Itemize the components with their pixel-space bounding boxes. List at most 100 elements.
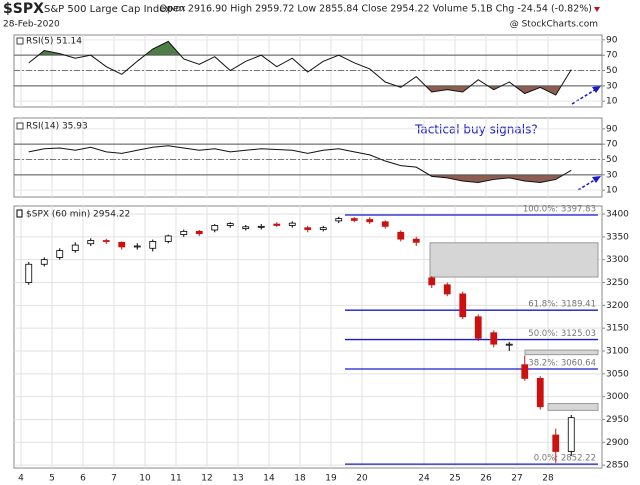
candle-body (350, 218, 358, 221)
candle-body (443, 284, 451, 295)
x-tick-label: 6 (80, 474, 86, 484)
candle-body (366, 219, 374, 223)
gap-zone (524, 349, 599, 356)
candle-body (521, 364, 529, 379)
credit: @ StockCharts.com (510, 20, 598, 30)
candle-body (102, 240, 110, 242)
y-tick-label: 2850 (606, 461, 629, 471)
down-arrow-icon (594, 7, 600, 12)
candle-body (567, 417, 575, 452)
candle-body (381, 221, 389, 227)
price-label: $SPX (60 min) 2954.22 (26, 210, 130, 220)
annotation: Tactical buy signals? (414, 123, 538, 137)
fib-label: 100.0%: 3397.83 (523, 205, 596, 215)
candle-body (335, 218, 343, 222)
x-tick-label: 7 (111, 474, 117, 484)
y-tick-label: 2950 (606, 415, 629, 425)
rsi14-panel (13, 117, 603, 198)
y-tick-label: 10 (606, 186, 618, 196)
indicator-label: RSI(14) 35.93 (26, 122, 88, 132)
y-tick-label: 10 (606, 97, 618, 107)
y-tick-label: 3400 (606, 210, 629, 220)
fib-label: 38.2%: 3060.64 (528, 358, 596, 368)
candle-body (397, 231, 405, 240)
y-tick-label: 3300 (606, 255, 629, 265)
candle-body (319, 227, 327, 230)
index-name: S&P 500 Large Cap Index (44, 4, 171, 15)
x-tick-label: 18 (294, 474, 306, 484)
y-tick-label: 2900 (606, 438, 629, 448)
candle-body (257, 225, 265, 228)
candle-body (195, 230, 203, 235)
rsi-line (28, 40, 572, 96)
candle-body (273, 223, 281, 226)
candle-body (412, 238, 420, 243)
y-tick-label: 50 (606, 155, 618, 165)
x-tick-label: 26 (480, 474, 492, 484)
candle-body (87, 240, 95, 245)
candle-body (505, 343, 513, 346)
x-tick-label: 25 (449, 474, 460, 484)
candle-body (428, 277, 436, 286)
exchange: INDX (168, 5, 186, 13)
legend-icon (16, 209, 23, 218)
candle-body (56, 250, 64, 258)
candle-body (25, 263, 33, 283)
rsi-line (28, 145, 572, 184)
candle-body (490, 332, 498, 345)
candle-body (118, 241, 126, 248)
candle-body (552, 434, 560, 452)
fib-label: 50.0%: 3125.03 (528, 329, 596, 339)
candle-body (164, 235, 172, 242)
y-tick-label: 70 (606, 140, 618, 150)
candle-body (242, 226, 250, 230)
fib-label: 0.0%: 2852.22 (534, 454, 596, 464)
y-tick-label: 3200 (606, 301, 629, 311)
y-tick-label: 3100 (606, 347, 629, 357)
y-tick-label: 3050 (606, 369, 629, 379)
y-tick-label: 30 (606, 81, 618, 91)
x-tick-label: 13 (232, 474, 243, 484)
indicator-label: RSI(5) 51.14 (26, 37, 82, 47)
oversold-fill (28, 85, 572, 96)
y-tick-label: 90 (606, 124, 618, 134)
y-tick-label: 30 (606, 170, 618, 180)
legend-icon (16, 37, 24, 45)
x-tick-label: 27 (511, 474, 522, 484)
candle-body (40, 259, 48, 265)
y-tick-label: 90 (606, 35, 618, 45)
price-panel (13, 205, 603, 469)
y-tick-label: 3000 (606, 392, 629, 402)
candle-body (226, 223, 234, 226)
candle-body (536, 378, 544, 408)
candle-body (304, 227, 312, 230)
x-tick-label: 5 (49, 474, 55, 484)
candle-body (180, 230, 188, 235)
x-tick-label: 24 (418, 474, 430, 484)
quote: Open 2916.90 High 2959.72 Low 2855.84 Cl… (160, 4, 592, 15)
y-tick-label: 3350 (606, 232, 629, 242)
gap-zone (429, 242, 599, 278)
candle-body (211, 225, 219, 231)
y-tick-label: 3150 (606, 324, 629, 334)
candle-body (459, 293, 467, 318)
candle-body (288, 222, 296, 226)
legend-icon (16, 122, 24, 130)
x-tick-label: 11 (170, 474, 181, 484)
x-tick-label: 10 (139, 474, 151, 484)
x-tick-label: 20 (356, 474, 368, 484)
y-tick-label: 50 (606, 66, 618, 76)
x-tick-label: 19 (325, 474, 337, 484)
candle-body (149, 241, 157, 249)
x-tick-label: 4 (18, 474, 24, 484)
y-tick-label: 3250 (606, 278, 629, 288)
fib-label: 61.8%: 3189.41 (528, 300, 596, 310)
arrow-heads (592, 86, 601, 183)
symbol: $SPX (3, 1, 44, 17)
x-tick-label: 28 (542, 474, 554, 484)
y-tick-label: 70 (606, 51, 618, 61)
gap-zone (547, 403, 599, 411)
x-tick-label: 12 (201, 474, 212, 484)
date: 28-Feb-2020 (3, 20, 60, 30)
x-tick-label: 14 (263, 474, 275, 484)
